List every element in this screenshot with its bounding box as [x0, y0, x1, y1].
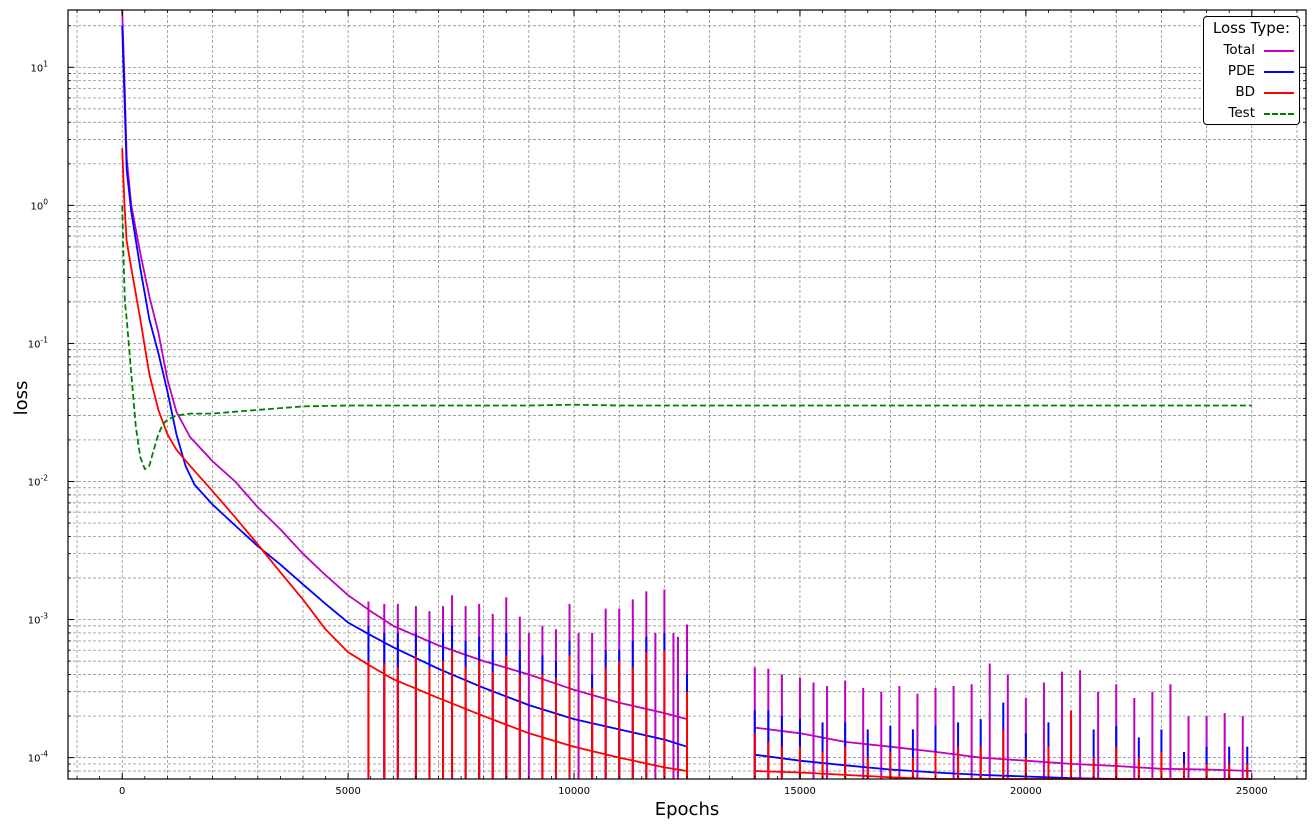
legend-label: Total	[1223, 42, 1255, 58]
y-axis-label: loss	[11, 381, 32, 416]
y-tick-exponent: -4	[41, 750, 49, 759]
x-tick-label: 5000	[335, 786, 360, 797]
legend-label: BD	[1235, 84, 1255, 100]
tick-labels: 0 5000 10000 15000 20000 2500010-410-310-210-…	[28, 59, 1268, 797]
x-axis-label: Epochs	[655, 799, 720, 820]
legend-label: PDE	[1227, 63, 1255, 79]
series-test	[121, 205, 1252, 470]
series-line	[121, 9, 688, 720]
x-tick-label: 10000	[558, 786, 590, 797]
y-tick-label: 10-2	[28, 473, 48, 488]
series-total	[121, 9, 1252, 779]
legend-item-pde: PDE	[1204, 61, 1299, 82]
series-bd	[121, 148, 1252, 780]
x-tick-label: 0	[119, 786, 125, 797]
legend-swatch	[1264, 113, 1294, 115]
y-tick-label: 101	[30, 59, 48, 74]
series-line	[121, 205, 1252, 470]
y-tick-exponent: -3	[41, 612, 49, 621]
legend-item-test: Test	[1204, 103, 1299, 124]
y-tick-exponent: -1	[41, 335, 49, 344]
series-lines	[121, 9, 1252, 780]
legend-swatch	[1264, 92, 1294, 94]
y-tick-exponent: 0	[43, 197, 48, 206]
axes	[67, 9, 1307, 780]
legend-item-total: Total	[1204, 40, 1299, 61]
series-line	[121, 148, 688, 772]
y-tick-label: 10-4	[28, 750, 48, 765]
grid	[68, 10, 1306, 780]
x-tick-label: 15000	[784, 786, 816, 797]
legend: Loss Type: Total PDE BD Test	[1203, 16, 1300, 125]
x-tick-label: 25000	[1236, 786, 1268, 797]
series-line	[121, 25, 688, 748]
legend-swatch	[1264, 50, 1294, 52]
y-tick-label: 10-1	[28, 335, 48, 350]
y-tick-exponent: -2	[41, 473, 49, 482]
y-tick-label: 10-3	[28, 612, 48, 627]
legend-swatch	[1264, 71, 1294, 73]
legend-label: Test	[1228, 105, 1255, 121]
y-tick-exponent: 1	[43, 59, 48, 68]
legend-item-bd: BD	[1204, 82, 1299, 103]
y-tick-label: 100	[30, 197, 48, 212]
legend-title: Loss Type:	[1212, 19, 1291, 37]
x-tick-label: 20000	[1010, 786, 1042, 797]
